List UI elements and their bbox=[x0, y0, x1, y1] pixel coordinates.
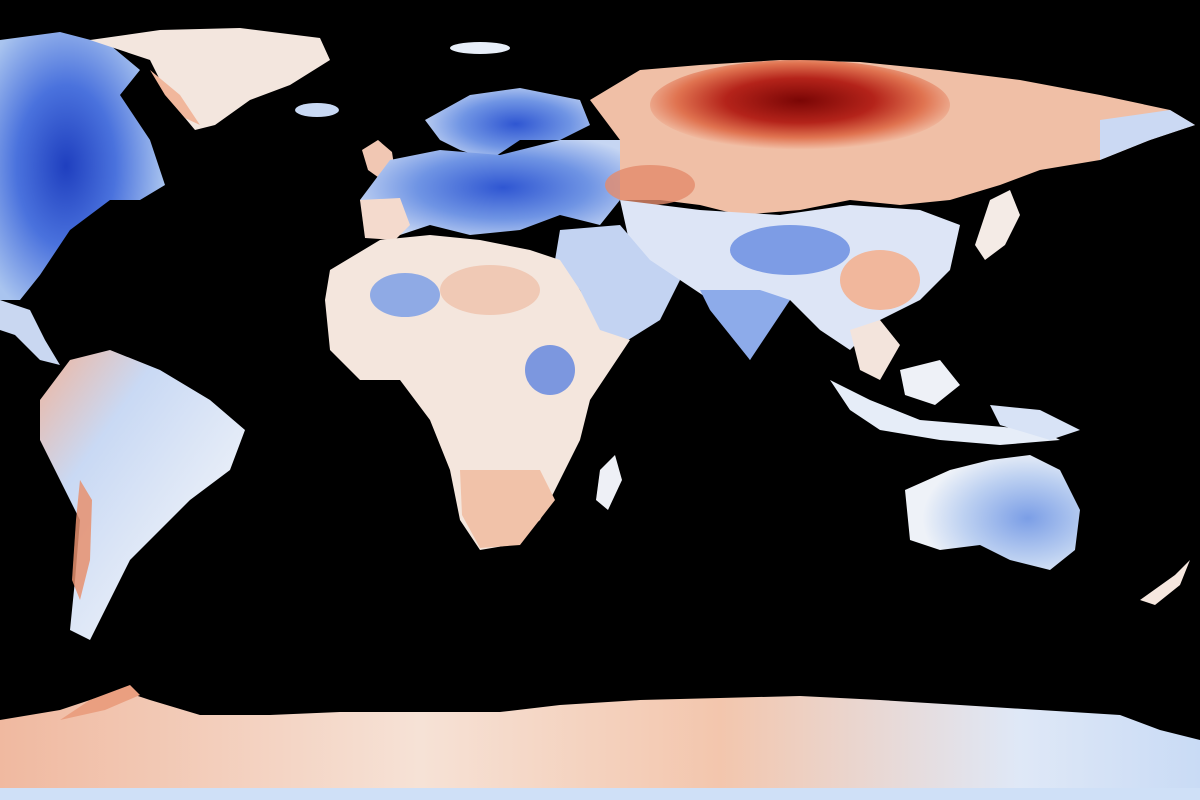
north-africa-warm bbox=[440, 265, 540, 315]
southern-africa-warm bbox=[460, 470, 555, 548]
andes-warm-strip bbox=[72, 480, 92, 600]
japan-landmass bbox=[975, 190, 1020, 260]
svalbard-landmass bbox=[450, 42, 510, 54]
greenland-warm-edge bbox=[150, 70, 200, 125]
south-pole-band bbox=[0, 788, 1200, 800]
indochina-landmass bbox=[850, 320, 900, 380]
east-africa-cold-anomaly bbox=[525, 345, 575, 395]
borneo-landmass bbox=[900, 360, 960, 405]
east-siberia-cool bbox=[1100, 110, 1195, 160]
india-landmass bbox=[700, 290, 790, 360]
tibet-cold-anomaly bbox=[730, 225, 850, 275]
new-zealand-landmass bbox=[1140, 560, 1190, 605]
australia-landmass bbox=[905, 455, 1080, 570]
siberia-heat-anomaly bbox=[650, 60, 950, 150]
indonesia-islands bbox=[830, 380, 1060, 445]
north-america-landmass bbox=[0, 32, 165, 300]
scandinavia-landmass bbox=[425, 88, 590, 160]
iceland-landmass bbox=[295, 103, 339, 117]
madagascar-landmass bbox=[596, 455, 622, 510]
middle-east-landmass bbox=[555, 225, 680, 345]
greenland-landmass bbox=[90, 28, 330, 130]
asia-landmass bbox=[620, 200, 960, 360]
china-warm-anomaly bbox=[840, 250, 920, 310]
central-asia-warm bbox=[605, 165, 695, 205]
europe-landmass bbox=[360, 140, 620, 235]
antarctica-landmass bbox=[0, 690, 1200, 800]
antarctic-peninsula bbox=[60, 685, 140, 720]
south-america-landmass bbox=[40, 350, 245, 640]
sahara-cold-anomaly bbox=[370, 273, 440, 317]
new-guinea-landmass bbox=[990, 405, 1080, 440]
iberia-landmass bbox=[360, 198, 410, 240]
mexico-landmass bbox=[0, 300, 60, 365]
